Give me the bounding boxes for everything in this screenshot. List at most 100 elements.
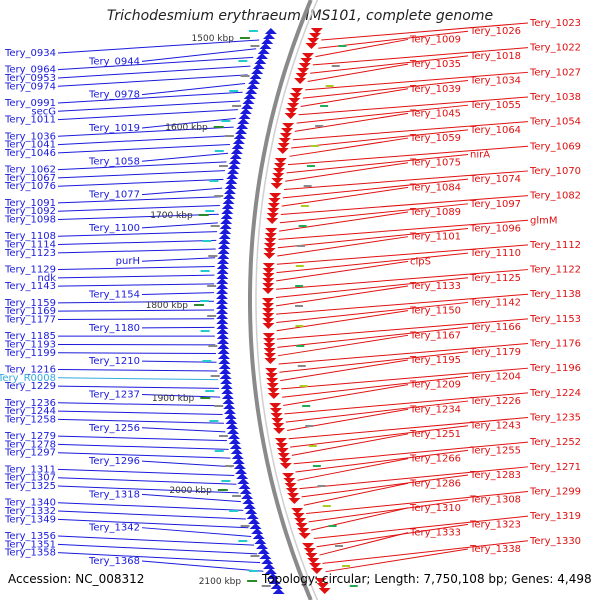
gene-label-left[interactable]: Tery_1067 <box>4 173 56 184</box>
gene-label-right[interactable]: Tery_1122 <box>529 265 581 276</box>
gene-label-left[interactable]: Tery_1092 <box>4 206 56 217</box>
gene-label-left[interactable]: Tery_1123 <box>4 248 56 259</box>
gene-label-right[interactable]: Tery_1266 <box>409 454 461 465</box>
gene-label-right[interactable]: Tery_1133 <box>409 281 461 292</box>
gene-label-right[interactable]: Tery_1045 <box>409 108 461 119</box>
gene-label-left[interactable]: Tery_1019 <box>88 123 140 134</box>
gene-label-left[interactable]: Tery_1185 <box>4 331 56 342</box>
gene-label-right[interactable]: Tery_1027 <box>529 67 581 78</box>
gene-label-left[interactable]: Tery_1307 <box>4 473 56 484</box>
gene-label-right[interactable]: Tery_1125 <box>469 273 521 284</box>
gene-label-right[interactable]: Tery_1035 <box>409 59 461 70</box>
gene-label-left[interactable]: Tery_1011 <box>4 115 56 126</box>
gene-label-right[interactable]: Tery_1234 <box>409 404 461 415</box>
gene-label-left[interactable]: Tery_1199 <box>4 348 56 359</box>
gene-label-left[interactable]: Tery_0978 <box>88 90 140 101</box>
gene-label-right[interactable]: Tery_1243 <box>469 421 521 432</box>
gene-label-right[interactable]: Tery_1330 <box>529 536 581 547</box>
gene-label-left[interactable]: Tery_1076 <box>4 181 56 192</box>
gene-label-left[interactable]: Tery_1062 <box>4 165 56 176</box>
gene-label-right[interactable]: Tery_1235 <box>529 413 581 424</box>
gene-label-left[interactable]: Tery_1108 <box>4 231 56 242</box>
gene-label-right[interactable]: Tery_1138 <box>529 289 581 300</box>
gene-label-left[interactable]: Tery_1177 <box>4 314 56 325</box>
gene-label-right[interactable]: Tery_1084 <box>409 182 461 193</box>
gene-label-left[interactable]: Tery_1342 <box>88 523 140 534</box>
gene-label-right[interactable]: Tery_1310 <box>409 503 461 514</box>
gene-label-left[interactable]: Tery_1216 <box>4 364 56 375</box>
gene-label-right[interactable]: Tery_1323 <box>469 519 521 530</box>
gene-label-right[interactable]: clpS <box>410 256 431 267</box>
gene-label-left[interactable]: Tery_1046 <box>4 148 56 159</box>
gene-label-right[interactable]: Tery_1054 <box>529 117 581 128</box>
gene-label-left[interactable]: Tery_1036 <box>4 131 56 142</box>
gene-label-left[interactable]: Tery_1356 <box>4 531 56 542</box>
gene-label-left[interactable]: Tery_1091 <box>4 198 56 209</box>
gene-label-right[interactable]: Tery_1112 <box>529 240 581 251</box>
gene-label-right[interactable]: Tery_1167 <box>409 330 461 341</box>
gene-label-left[interactable]: Tery_1159 <box>4 298 56 309</box>
gene-label-left[interactable]: Tery_1169 <box>4 306 56 317</box>
gene-label-right[interactable]: Tery_1283 <box>469 470 521 481</box>
gene-label-right[interactable]: Tery_1271 <box>529 462 581 473</box>
gene-label-right[interactable]: Tery_1224 <box>529 388 581 399</box>
gene-label-right[interactable]: Tery_1069 <box>529 141 581 152</box>
gene-label-left[interactable]: ndk <box>38 273 57 284</box>
gene-label-right[interactable]: Tery_1101 <box>409 232 461 243</box>
gene-label-right[interactable]: Tery_1142 <box>469 297 521 308</box>
gene-label-right[interactable]: Tery_1195 <box>409 355 461 366</box>
gene-label-right[interactable]: Tery_1070 <box>529 166 581 177</box>
gene-label-left[interactable]: Tery_1279 <box>4 431 56 442</box>
gene-label-right[interactable]: nirA <box>470 150 490 161</box>
gene-label-left[interactable]: Tery_1296 <box>88 456 140 467</box>
gene-label-left[interactable]: purH <box>116 256 140 267</box>
gene-label-right[interactable]: Tery_1064 <box>469 125 521 136</box>
gene-label-right[interactable]: Tery_1039 <box>409 84 461 95</box>
gene-label-left[interactable]: Tery_1077 <box>88 190 140 201</box>
gene-label-right[interactable]: Tery_1333 <box>409 528 461 539</box>
gene-label-left[interactable]: secG <box>31 106 56 117</box>
gene-label-left[interactable]: Tery_1129 <box>4 265 56 276</box>
gene-label-left[interactable]: Tery_1325 <box>4 481 56 492</box>
gene-label-right[interactable]: Tery_1038 <box>529 92 581 103</box>
gene-label-right[interactable]: Tery_1150 <box>409 306 461 317</box>
gene-label-left[interactable]: Tery_1154 <box>88 290 140 301</box>
gene-label-right[interactable]: Tery_1255 <box>469 445 521 456</box>
gene-label-left[interactable]: Tery_1258 <box>4 414 56 425</box>
gene-label-right[interactable]: Tery_1023 <box>529 18 581 29</box>
gene-label-left[interactable]: Tery_1349 <box>4 514 56 525</box>
gene-label-right[interactable]: Tery_1082 <box>529 191 581 202</box>
gene-label-right[interactable]: Tery_1153 <box>529 314 581 325</box>
gene-label-right[interactable]: Tery_1074 <box>469 174 521 185</box>
gene-label-right[interactable]: Tery_1089 <box>409 207 461 218</box>
gene-label-right[interactable]: Tery_1251 <box>409 429 461 440</box>
gene-label-right[interactable]: Tery_1026 <box>469 26 521 37</box>
gene-label-right[interactable]: Tery_1034 <box>469 76 521 87</box>
gene-label-left[interactable]: Tery_R0008 <box>0 373 56 384</box>
gene-label-left[interactable]: Tery_0991 <box>4 98 56 109</box>
gene-label-left[interactable]: Tery_0934 <box>4 48 56 59</box>
gene-label-left[interactable]: Tery_0974 <box>4 81 56 92</box>
gene-label-right[interactable]: Tery_1308 <box>469 495 521 506</box>
gene-label-right[interactable]: Tery_1204 <box>469 371 521 382</box>
gene-label-left[interactable]: Tery_1237 <box>88 389 140 400</box>
gene-label-left[interactable]: Tery_1332 <box>4 506 56 517</box>
gene-label-left[interactable]: Tery_1114 <box>4 240 56 251</box>
gene-label-right[interactable]: Tery_1319 <box>529 511 581 522</box>
gene-label-right[interactable]: Tery_1166 <box>469 322 521 333</box>
gene-label-right[interactable]: Tery_1338 <box>469 544 521 555</box>
gene-label-left[interactable]: Tery_1143 <box>4 281 56 292</box>
gene-label-right[interactable]: Tery_1059 <box>409 133 461 144</box>
gene-label-left[interactable]: Tery_1340 <box>4 498 56 509</box>
gene-label-left[interactable]: Tery_1358 <box>4 548 56 559</box>
gene-label-right[interactable]: Tery_1196 <box>529 363 581 374</box>
gene-label-left[interactable]: Tery_1058 <box>88 156 140 167</box>
gene-label-left[interactable]: Tery_1180 <box>88 323 140 334</box>
gene-label-left[interactable]: Tery_1244 <box>4 406 56 417</box>
gene-label-right[interactable]: Tery_1018 <box>469 51 521 62</box>
gene-label-right[interactable]: Tery_1055 <box>469 100 521 111</box>
gene-label-right[interactable]: Tery_1299 <box>529 486 581 497</box>
gene-label-left[interactable]: Tery_1229 <box>4 381 56 392</box>
gene-label-right[interactable]: Tery_1097 <box>469 199 521 210</box>
gene-label-left[interactable]: Tery_1311 <box>4 464 56 475</box>
